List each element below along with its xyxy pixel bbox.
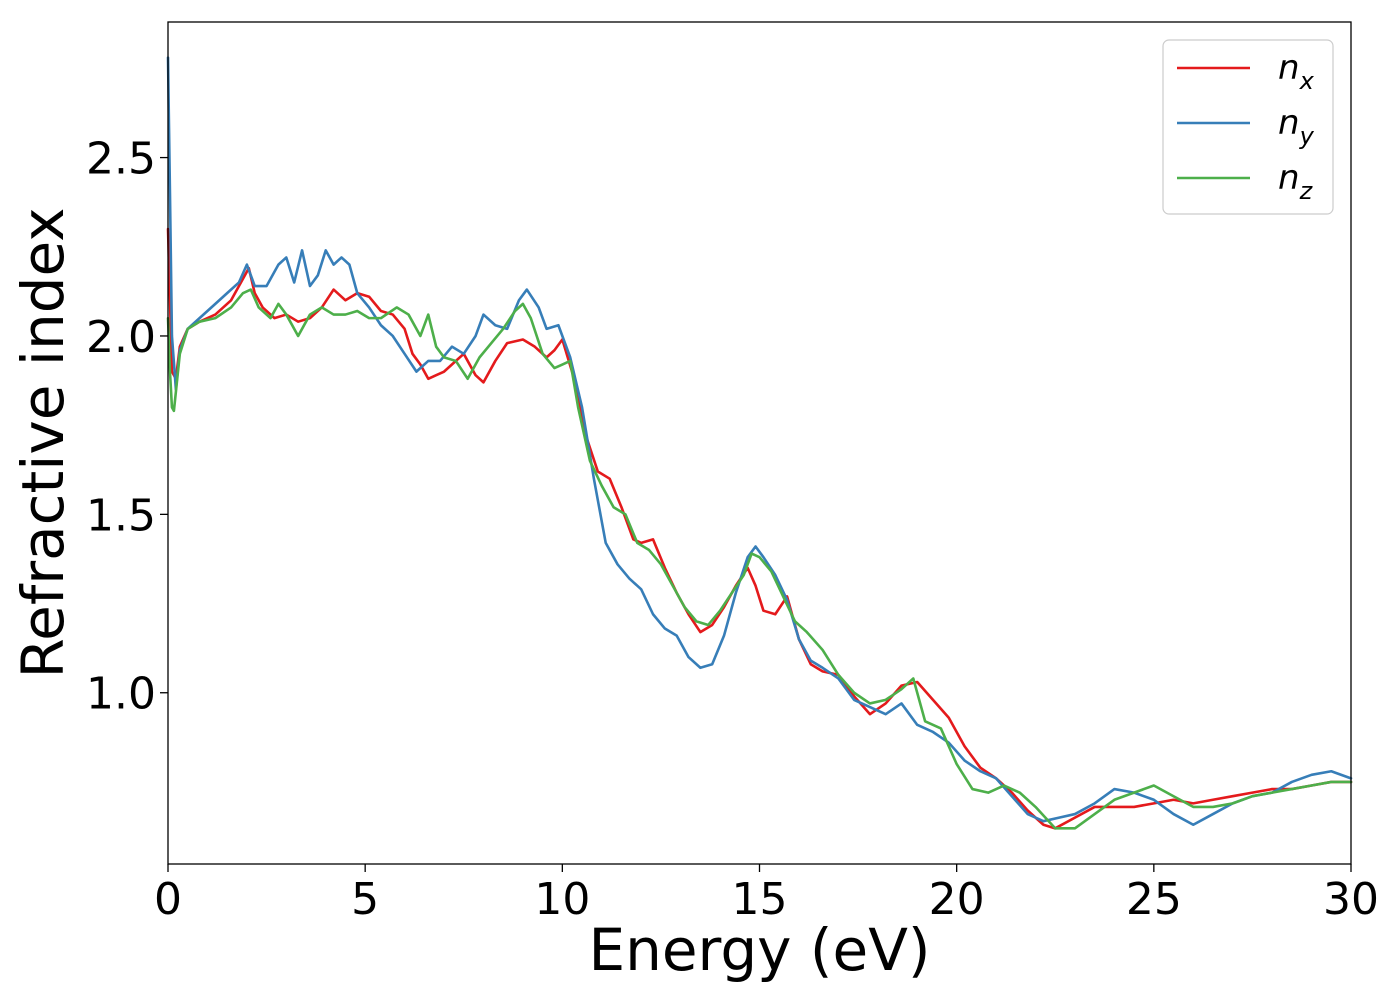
y-tick-label: 2.5	[86, 134, 156, 185]
x-tick-label: 10	[534, 874, 590, 925]
x-axis-label: Energy (eV)	[588, 916, 930, 984]
y-axis-ticks: 1.0 1.5 2.0 2.5	[86, 134, 168, 720]
y-tick-label: 1.5	[86, 490, 156, 541]
x-tick-label: 15	[732, 874, 788, 925]
legend-label-x: nx	[1278, 48, 1315, 95]
y-axis-label: Refractive index	[9, 207, 77, 678]
series-line-z	[166, 288, 1353, 830]
x-tick-label: 0	[154, 874, 182, 925]
legend-label-y: ny	[1278, 103, 1315, 150]
legend-frame	[1162, 39, 1334, 215]
x-tick-label: 20	[929, 874, 985, 925]
y-tick-label: 1.0	[86, 669, 156, 720]
x-tick-label: 30	[1323, 874, 1379, 925]
x-tick-label: 25	[1126, 874, 1182, 925]
legend: nx ny nz	[1162, 39, 1334, 215]
series-layer	[166, 56, 1353, 830]
x-tick-label: 5	[351, 874, 379, 925]
series-line-x	[166, 227, 1353, 830]
legend-label-z: nz	[1278, 158, 1314, 205]
y-tick-label: 2.0	[86, 312, 156, 363]
x-axis-ticks: 0 5 10 15 20 25 30	[154, 864, 1379, 925]
